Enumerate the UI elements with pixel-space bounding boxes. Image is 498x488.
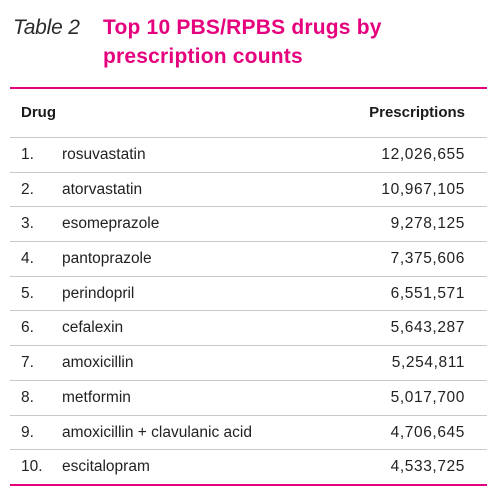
table-title-line-2: prescription counts bbox=[103, 45, 303, 68]
row-prescription-count: 9,278,125 bbox=[390, 215, 465, 233]
table-row: 1. rosuvastatin 12,026,655 bbox=[10, 137, 487, 172]
row-drug-name: perindopril bbox=[62, 284, 135, 302]
row-drug-name: esomeprazole bbox=[62, 215, 160, 233]
row-drug-name: amoxicillin bbox=[62, 354, 134, 372]
table-row: 10. escitalopram 4,533,725 bbox=[10, 449, 487, 484]
row-rank: 5. bbox=[21, 284, 34, 302]
top-accent-rule bbox=[10, 87, 487, 89]
row-prescription-count: 4,533,725 bbox=[390, 458, 465, 476]
table-row: 9. amoxicillin + clavulanic acid 4,706,6… bbox=[10, 414, 487, 450]
table-row: 3. esomeprazole 9,278,125 bbox=[10, 206, 487, 241]
row-drug-name: atorvastatin bbox=[62, 180, 143, 198]
table-row: 5. perindopril 6,551,571 bbox=[10, 275, 487, 311]
row-rank: 3. bbox=[21, 215, 34, 233]
column-header-row: Drug Prescriptions bbox=[10, 102, 487, 126]
row-rank: 2. bbox=[21, 180, 34, 198]
row-rank: 6. bbox=[21, 319, 34, 337]
table-heading: Table 2 Top 10 PBS/RPBS drugs by prescri… bbox=[10, 10, 487, 74]
table-row: 4. pantoprazole 7,375,606 bbox=[10, 241, 487, 276]
drug-table-figure: Table 2 Top 10 PBS/RPBS drugs by prescri… bbox=[10, 10, 487, 486]
row-prescription-count: 10,967,105 bbox=[381, 180, 465, 198]
row-drug-name: metformin bbox=[62, 388, 131, 406]
row-drug-name: amoxicillin + clavulanic acid bbox=[62, 423, 252, 441]
row-drug-name: cefalexin bbox=[62, 319, 124, 337]
row-prescription-count: 12,026,655 bbox=[381, 146, 465, 163]
column-header-prescriptions: Prescriptions bbox=[369, 104, 465, 121]
row-rank: 8. bbox=[21, 388, 34, 406]
row-rank: 4. bbox=[21, 250, 34, 268]
column-header-drug: Drug bbox=[21, 104, 56, 121]
row-drug-name: pantoprazole bbox=[62, 250, 152, 268]
row-drug-name: escitalopram bbox=[62, 458, 150, 476]
table-number-label: Table 2 bbox=[13, 16, 80, 39]
table-title-line-1: Top 10 PBS/RPBS drugs by bbox=[103, 16, 382, 39]
table-body: 1. rosuvastatin 12,026,655 2. atorvastat… bbox=[10, 137, 487, 484]
table-row: 6. cefalexin 5,643,287 bbox=[10, 310, 487, 345]
row-prescription-count: 7,375,606 bbox=[390, 250, 465, 268]
row-prescription-count: 5,254,811 bbox=[391, 354, 465, 372]
table-row: 2. atorvastatin 10,967,105 bbox=[10, 171, 487, 207]
row-drug-name: rosuvastatin bbox=[62, 146, 146, 163]
row-prescription-count: 5,017,700 bbox=[390, 388, 465, 406]
row-prescription-count: 5,643,287 bbox=[390, 319, 465, 337]
row-rank: 9. bbox=[21, 423, 34, 441]
row-rank: 10. bbox=[21, 458, 43, 476]
row-prescription-count: 6,551,571 bbox=[390, 284, 465, 302]
row-rank: 7. bbox=[21, 354, 34, 372]
row-prescription-count: 4,706,645 bbox=[390, 423, 465, 441]
table-row: 8. metformin 5,017,700 bbox=[10, 379, 487, 415]
bottom-accent-rule bbox=[10, 484, 487, 486]
row-rank: 1. bbox=[21, 146, 34, 163]
table-row: 7. amoxicillin 5,254,811 bbox=[10, 345, 487, 380]
